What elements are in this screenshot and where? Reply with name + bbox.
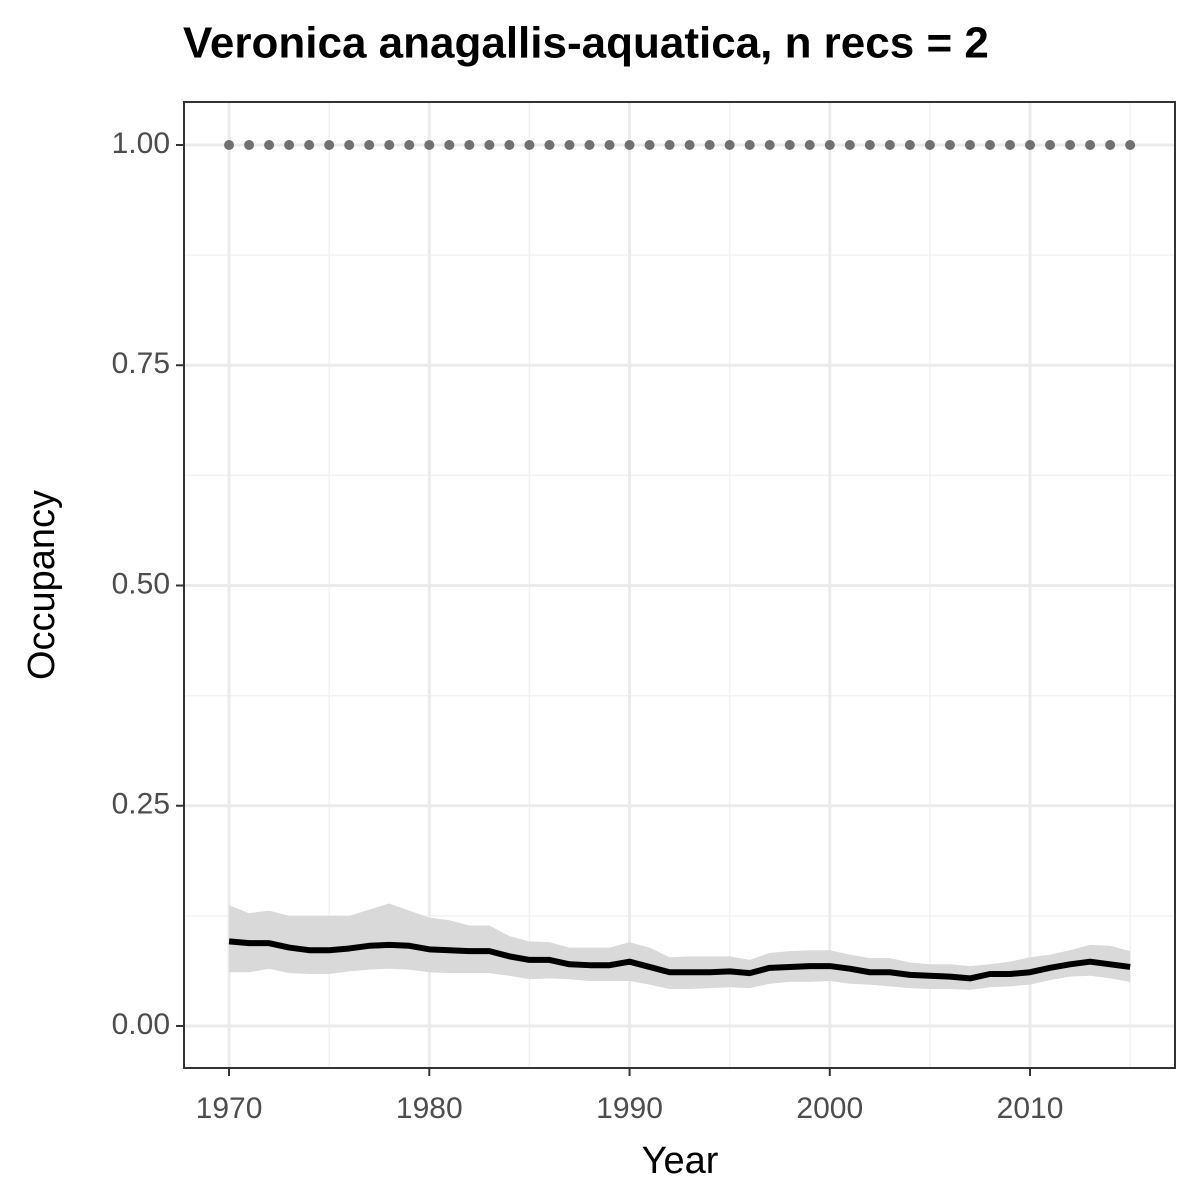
observed-point [404, 139, 415, 150]
observed-point [764, 139, 775, 150]
observed-point [1105, 139, 1116, 150]
observed-point [744, 139, 755, 150]
chart-title: Veronica anagallis-aquatica, n recs = 2 [183, 19, 989, 68]
observed-point [684, 139, 695, 150]
observed-point [924, 139, 935, 150]
observed-point [1125, 139, 1136, 150]
observed-point [504, 139, 515, 150]
observed-point [264, 139, 275, 150]
observed-point [324, 139, 335, 150]
observed-point [1005, 139, 1016, 150]
observed-point [344, 139, 355, 150]
x-tick-label: 1990 [596, 1092, 663, 1125]
y-tick-label: 0.75 [112, 347, 170, 380]
observed-point [824, 139, 835, 150]
observed-point [704, 139, 715, 150]
observed-point [1045, 139, 1056, 150]
occupancy-line [228, 938, 1131, 982]
observed-point [464, 139, 475, 150]
y-tick-label: 0.50 [112, 567, 170, 600]
observed-point [364, 139, 375, 150]
observed-point [784, 139, 795, 150]
y-tick-label: 0.25 [112, 788, 170, 821]
observed-point [864, 139, 875, 150]
observed-point [284, 139, 295, 150]
observed-point [244, 139, 255, 150]
observed-point [384, 139, 395, 150]
observed-point [1085, 139, 1096, 150]
observed-point [424, 139, 435, 150]
y-tick-label: 0.00 [112, 1008, 170, 1041]
x-tick-label: 2000 [796, 1092, 863, 1125]
observed-point [604, 139, 615, 150]
observed-point [644, 139, 655, 150]
observed-point [1025, 139, 1036, 150]
observed-point [964, 139, 975, 150]
observed-point [804, 139, 815, 150]
x-tick-label: 1970 [196, 1092, 263, 1125]
x-tick-label: 2010 [997, 1092, 1064, 1125]
observed-point [484, 139, 495, 150]
observed-point [224, 139, 235, 150]
observed-point [524, 139, 535, 150]
observed-point [944, 139, 955, 150]
axes: 1970 1980 1990 2000 2010 0.00 0.25 0.50 0.75 1.00 [112, 127, 1064, 1125]
plot-area [224, 139, 1136, 990]
observed-point [1065, 139, 1076, 150]
y-axis-label: Occupancy [21, 490, 63, 680]
observed-point [884, 139, 895, 150]
observed-point [724, 139, 735, 150]
confidence-band [229, 903, 1131, 990]
observed-point [444, 139, 455, 150]
observed-point [664, 139, 675, 150]
observed-point [904, 139, 915, 150]
x-axis-label: Year [642, 1140, 719, 1182]
observed-point [564, 139, 575, 150]
observed-point [304, 139, 315, 150]
observed-point [624, 139, 635, 150]
y-tick-label: 1.00 [112, 127, 170, 160]
x-tick-label: 1980 [396, 1092, 463, 1125]
observed-point [544, 139, 555, 150]
observed-point [844, 139, 855, 150]
observed-point [984, 139, 995, 150]
observed-point [584, 139, 595, 150]
